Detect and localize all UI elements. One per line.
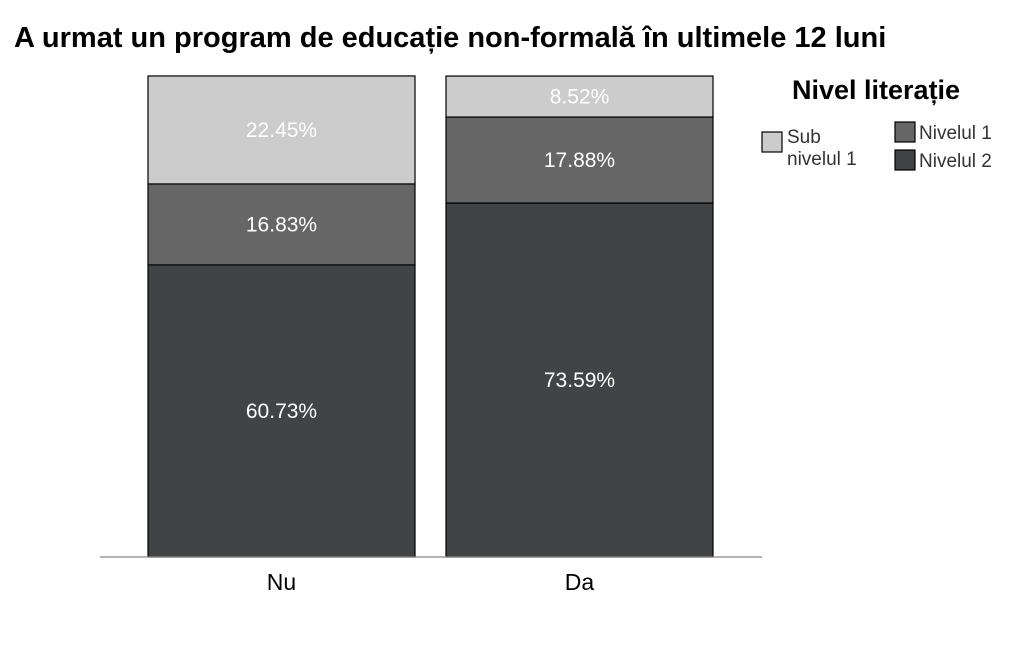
legend-swatch-sub-nivelul-1 — [761, 131, 783, 153]
legend-swatch-nivelul-1 — [894, 121, 916, 143]
chart-title: A urmat un program de educație non-forma… — [14, 22, 886, 54]
category-label-da: Da — [565, 569, 595, 595]
legend-label-sub-nivelul-1-line1: Sub — [787, 127, 821, 148]
data-label-nu-nivelul-2: 60.73% — [246, 400, 317, 423]
legend-label-nivelul-1: Nivelul 1 — [919, 123, 992, 144]
bar-da-sub-nivelul-1 — [445, 75, 714, 118]
bar-da-nivelul-2 — [445, 202, 714, 558]
bar-nu-nivelul-2 — [147, 264, 416, 558]
legend-title: Nivel literație — [792, 75, 960, 105]
bars-group — [147, 75, 714, 558]
data-label-da-nivelul-2: 73.59% — [544, 369, 615, 392]
legend-label-sub-nivelul-1-line2: nivelul 1 — [787, 149, 857, 170]
data-label-da-nivelul-1: 17.88% — [544, 149, 615, 172]
category-label-nu: Nu — [267, 569, 296, 595]
legend-swatch-nivelul-2 — [894, 149, 916, 171]
data-label-nu-nivelul-1: 16.83% — [246, 213, 317, 236]
bar-da-nivelul-1 — [445, 116, 714, 204]
data-labels-group: 60.73% 16.83% 22.45% 73.59% 17.88% 8.52% — [246, 86, 615, 423]
legend-label-sub-nivelul-1: Sub nivelul 1 — [787, 127, 857, 170]
data-label-da-sub-nivelul-1: 8.52% — [550, 86, 610, 109]
data-label-nu-sub-nivelul-1: 22.45% — [246, 119, 317, 142]
legend: Nivel literație Sub nivelul 1 Nivelul 1 … — [761, 75, 992, 172]
bar-nu-sub-nivelul-1 — [147, 75, 416, 185]
legend-label-nivelul-2: Nivelul 2 — [919, 151, 992, 172]
category-labels-group: Nu Da — [267, 569, 595, 595]
bar-nu-nivelul-1 — [147, 183, 416, 266]
